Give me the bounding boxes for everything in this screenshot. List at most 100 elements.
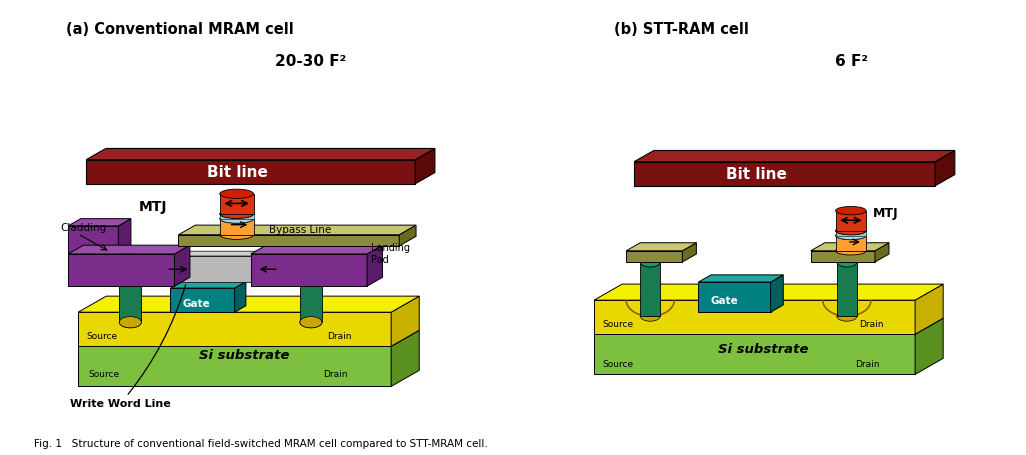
Polygon shape xyxy=(86,160,416,184)
Ellipse shape xyxy=(220,215,253,224)
Polygon shape xyxy=(594,334,915,374)
Polygon shape xyxy=(634,151,955,162)
Polygon shape xyxy=(78,347,391,387)
Polygon shape xyxy=(594,318,943,334)
Ellipse shape xyxy=(220,231,253,240)
Text: Bit line: Bit line xyxy=(726,167,787,182)
Ellipse shape xyxy=(119,317,142,328)
Ellipse shape xyxy=(220,215,253,223)
Polygon shape xyxy=(235,282,246,313)
Text: Drain: Drain xyxy=(327,332,352,340)
Polygon shape xyxy=(86,149,435,160)
Polygon shape xyxy=(835,236,866,251)
Polygon shape xyxy=(391,330,420,387)
Polygon shape xyxy=(835,231,866,236)
Text: Drain: Drain xyxy=(859,319,883,329)
Text: Bit line: Bit line xyxy=(206,164,268,179)
Text: Fig. 1   Structure of conventional field-switched MRAM cell compared to STT-MRAM: Fig. 1 Structure of conventional field-s… xyxy=(21,438,487,448)
Polygon shape xyxy=(915,284,943,334)
Ellipse shape xyxy=(835,247,866,255)
Polygon shape xyxy=(179,235,399,247)
Text: MTJ: MTJ xyxy=(873,207,899,219)
Text: Si substrate: Si substrate xyxy=(718,343,808,355)
Polygon shape xyxy=(170,282,246,288)
Ellipse shape xyxy=(837,258,857,268)
Polygon shape xyxy=(174,253,263,280)
Ellipse shape xyxy=(220,210,253,219)
Text: Gate: Gate xyxy=(710,295,738,305)
Polygon shape xyxy=(119,270,142,323)
Polygon shape xyxy=(220,219,253,235)
Text: Source: Source xyxy=(602,319,633,329)
Ellipse shape xyxy=(835,207,866,215)
Ellipse shape xyxy=(835,232,866,240)
Ellipse shape xyxy=(300,317,322,328)
Text: Si substrate: Si substrate xyxy=(199,349,289,362)
Polygon shape xyxy=(174,246,190,287)
Polygon shape xyxy=(174,252,262,257)
Text: Cladding: Cladding xyxy=(61,222,107,233)
Polygon shape xyxy=(367,246,383,287)
Text: Landing
Pad: Landing Pad xyxy=(371,243,410,264)
Polygon shape xyxy=(699,283,771,313)
Ellipse shape xyxy=(835,227,866,235)
Polygon shape xyxy=(174,257,252,283)
Polygon shape xyxy=(594,284,943,300)
Ellipse shape xyxy=(300,317,322,328)
Polygon shape xyxy=(771,275,783,313)
Polygon shape xyxy=(837,263,857,317)
Polygon shape xyxy=(68,246,190,254)
Polygon shape xyxy=(250,254,367,287)
Text: Bypass Line: Bypass Line xyxy=(269,224,331,234)
Polygon shape xyxy=(699,275,783,283)
Polygon shape xyxy=(682,243,697,263)
Polygon shape xyxy=(78,313,391,347)
Polygon shape xyxy=(399,226,416,247)
Polygon shape xyxy=(935,151,955,187)
Ellipse shape xyxy=(119,265,142,276)
Polygon shape xyxy=(626,243,697,251)
Polygon shape xyxy=(170,288,235,313)
Text: Source: Source xyxy=(86,332,117,340)
Text: MTJ: MTJ xyxy=(139,199,167,213)
Polygon shape xyxy=(811,251,875,263)
Ellipse shape xyxy=(119,317,142,328)
Ellipse shape xyxy=(220,210,253,219)
Text: Source: Source xyxy=(602,359,633,369)
Text: 6 F²: 6 F² xyxy=(835,54,868,69)
Polygon shape xyxy=(179,226,416,235)
Polygon shape xyxy=(250,246,383,254)
Polygon shape xyxy=(68,254,174,287)
Polygon shape xyxy=(220,214,253,219)
Ellipse shape xyxy=(835,227,866,235)
Polygon shape xyxy=(220,194,253,214)
Text: Source: Source xyxy=(88,369,119,379)
Ellipse shape xyxy=(640,312,661,322)
Polygon shape xyxy=(875,243,889,263)
Text: Write Word Line: Write Word Line xyxy=(70,399,171,409)
Polygon shape xyxy=(594,300,915,334)
Ellipse shape xyxy=(300,265,322,276)
Polygon shape xyxy=(68,219,131,227)
Polygon shape xyxy=(300,270,322,323)
Text: Drain: Drain xyxy=(855,359,879,369)
Polygon shape xyxy=(68,227,118,287)
Ellipse shape xyxy=(837,312,857,322)
Text: (b) STT-RAM cell: (b) STT-RAM cell xyxy=(615,22,749,37)
Polygon shape xyxy=(811,243,889,251)
Polygon shape xyxy=(835,211,866,231)
Polygon shape xyxy=(634,162,935,187)
Polygon shape xyxy=(118,219,131,287)
Text: (a) Conventional MRAM cell: (a) Conventional MRAM cell xyxy=(66,22,293,37)
Polygon shape xyxy=(78,330,420,347)
Ellipse shape xyxy=(835,232,866,240)
Polygon shape xyxy=(626,251,682,263)
Polygon shape xyxy=(391,297,420,347)
Ellipse shape xyxy=(640,258,661,268)
Text: Gate: Gate xyxy=(183,298,210,308)
Polygon shape xyxy=(78,297,420,313)
Polygon shape xyxy=(915,318,943,374)
Polygon shape xyxy=(416,149,435,184)
Polygon shape xyxy=(640,263,661,317)
Ellipse shape xyxy=(220,190,253,199)
